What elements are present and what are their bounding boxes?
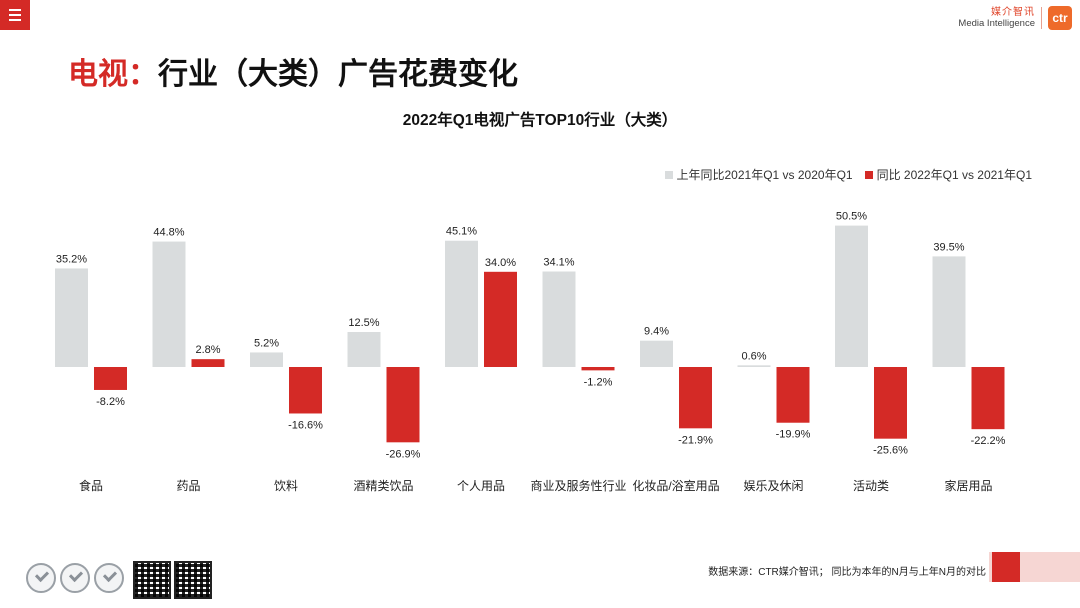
legend-label-curr: 同比 2022年Q1 vs 2021年Q1 [876,168,1032,182]
bar-curr [386,367,420,443]
data-label: -16.6% [288,419,323,431]
data-label: -22.2% [971,435,1006,447]
bar-curr [971,367,1005,430]
logo-cn-text: 媒介智讯 [991,7,1035,18]
bar-curr [581,367,615,371]
chart-title: 2022年Q1电视广告TOP10行业（大类） [402,112,678,129]
ctr-logo-icon: ctr [1048,6,1072,30]
sgs-seal-icon [26,563,56,593]
bar-prev [640,340,673,367]
brand-logo: 媒介智讯 Media Intelligence ctr [958,6,1072,30]
bar-prev [932,256,966,367]
data-label: -26.9% [386,448,421,460]
data-label: -8.2% [96,396,125,408]
data-label: -21.9% [678,434,713,446]
chart-legend: 上年同比2021年Q1 vs 2020年Q1 同比 2022年Q1 vs 202… [664,166,1032,183]
category-label: 活动类 [853,479,889,493]
hamburger-menu-icon[interactable] [0,0,30,30]
top-bar: 媒介智讯 Media Intelligence ctr [0,0,1080,30]
bar-curr [776,367,810,423]
data-source-note: 数据来源：CTR媒介智讯； 同比为本年的N月与上年N月的对比 [708,567,986,578]
legend-item-prev: 上年同比2021年Q1 vs 2020年Q1 [664,166,853,183]
logo-divider [1041,7,1042,29]
page-title: 电视：行业（大类）广告花费变化 [68,49,518,93]
data-label: 9.4% [644,326,669,338]
bar-prev [250,352,283,367]
sgs-seal-icon [94,563,124,593]
category-label: 娱乐及休闲 [743,479,803,493]
category-label: 酒精类饮品 [353,479,413,493]
bar-curr [874,367,907,439]
bar-prev [55,268,88,367]
legend-swatch-prev [664,170,673,179]
footer-accent-block [992,552,1020,582]
qr-code-icon [174,561,212,599]
data-label: 39.5% [933,241,964,253]
bar-curr [94,367,127,390]
bar-prev [347,332,381,367]
data-label: -1.2% [584,376,613,388]
legend-item-curr: 同比 2022年Q1 vs 2021年Q1 [864,166,1032,183]
category-label: 饮料 [274,479,298,493]
data-label: 45.1% [446,226,477,238]
logo-en-text: Media Intelligence [958,18,1035,29]
data-label: 12.5% [348,317,379,329]
data-label: 35.2% [56,253,87,265]
bar-curr [484,271,517,367]
sgs-seal-icon [60,563,90,593]
data-label: 34.0% [485,257,516,269]
category-label: 个人用品 [457,479,505,493]
legend-swatch-curr [864,170,873,179]
category-label: 药品 [176,479,200,493]
category-label: 商业及服务性行业 [530,478,626,493]
bar-prev [445,240,478,367]
category-label: 化妆品/浴室用品 [632,478,719,493]
category-label: 食品 [79,478,103,493]
data-label: 0.6% [741,350,766,362]
legend-label-prev: 上年同比2021年Q1 vs 2020年Q1 [676,168,853,182]
bar-prev [737,365,771,367]
bar-prev [542,271,576,367]
category-label: 家居用品 [944,478,992,493]
data-label: -25.6% [873,445,908,457]
bar-curr [289,367,322,414]
data-label: -19.9% [776,429,811,441]
data-label: 50.5% [836,211,867,223]
page-title-main: 行业（大类）广告花费变化 [158,58,518,91]
data-label: 5.2% [254,337,279,349]
certification-seals [26,563,124,593]
bar-prev [152,241,186,367]
qr-code-icon [133,561,171,599]
bar-curr [191,359,225,367]
page-title-accent: 电视： [68,58,158,91]
data-label: 34.1% [543,257,574,269]
data-label: 2.8% [195,344,220,356]
data-label: 44.8% [153,227,184,239]
bar-prev [835,225,868,367]
bar-curr [679,367,712,429]
